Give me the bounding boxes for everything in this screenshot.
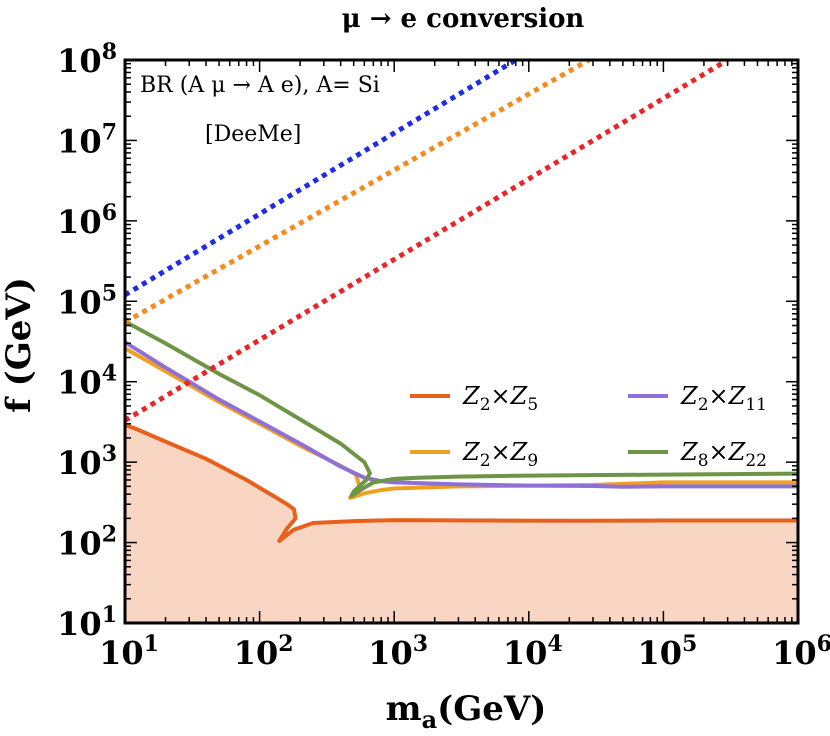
series-line-red-dotted bbox=[125, 60, 729, 423]
x-tick-label: 106 bbox=[772, 631, 830, 672]
excluded-region bbox=[125, 424, 798, 623]
shaded-region-layer bbox=[125, 424, 798, 623]
x-axis-label: ma(GeV) bbox=[386, 689, 547, 734]
y-tick-label: 107 bbox=[57, 119, 117, 160]
plot-frame bbox=[123, 58, 800, 625]
y-tick-label: 104 bbox=[57, 361, 117, 402]
x-axis-label-sub: a bbox=[422, 705, 438, 734]
x-tick-label: 102 bbox=[234, 631, 294, 672]
legend-label: Z2×Z9 bbox=[462, 438, 538, 471]
x-tick-label: 103 bbox=[368, 631, 428, 672]
y-axis-label: f (GeV) bbox=[0, 277, 39, 413]
series-line-orange-dotted bbox=[125, 60, 591, 325]
x-tick-label: 101 bbox=[99, 631, 159, 672]
series-line-z8-z22 bbox=[125, 319, 798, 498]
chart-title: μ → e conversion bbox=[342, 4, 585, 34]
annotation-line-2: [DeeMe] bbox=[205, 122, 301, 147]
y-tick-label: 108 bbox=[57, 39, 117, 80]
y-tick-label: 106 bbox=[57, 200, 117, 241]
y-tick-label: 102 bbox=[57, 522, 117, 563]
legend: Z2×Z5 Z2×Z11 Z2×Z9 Z8×Z22 bbox=[410, 382, 767, 471]
legend-label: Z2×Z11 bbox=[680, 382, 767, 415]
legend-label: Z2×Z5 bbox=[462, 382, 538, 415]
x-tick-label: 105 bbox=[637, 631, 697, 672]
y-tick-label: 103 bbox=[57, 441, 117, 482]
tick-layer: 101 102 103 104 105 106 101 102 103 104 105 106 107 1… bbox=[57, 39, 830, 672]
x-axis-label-unit: (GeV) bbox=[437, 689, 546, 729]
legend-label: Z8×Z22 bbox=[680, 438, 767, 471]
series-line-z2-z5 bbox=[125, 423, 798, 543]
x-tick-label: 104 bbox=[503, 631, 563, 672]
y-tick-label: 101 bbox=[57, 602, 117, 643]
y-tick-label: 105 bbox=[57, 280, 117, 321]
x-axis-label-main: m bbox=[386, 689, 422, 729]
series-layer bbox=[125, 60, 798, 543]
annotation-line-1: BR (A μ → A e), A= Si bbox=[140, 73, 380, 98]
